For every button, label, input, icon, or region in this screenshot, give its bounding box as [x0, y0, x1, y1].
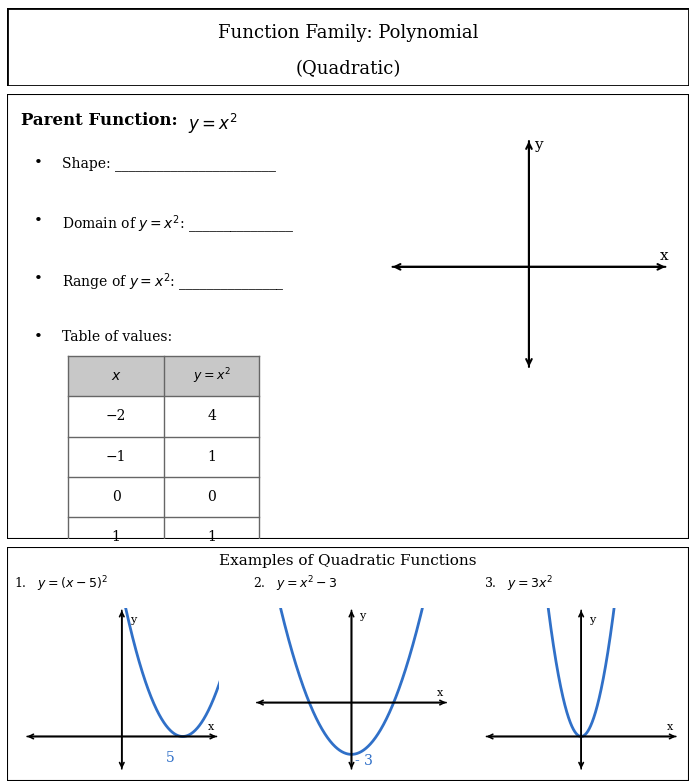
Text: •: •: [34, 214, 43, 228]
Text: - 3: - 3: [355, 754, 373, 768]
Text: y: y: [589, 615, 595, 625]
Text: •: •: [34, 156, 43, 170]
Text: $x$: $x$: [111, 369, 121, 383]
Text: 1: 1: [207, 530, 216, 544]
Text: −1: −1: [106, 450, 127, 464]
Text: Examples of Quadratic Functions: Examples of Quadratic Functions: [219, 554, 477, 568]
Text: 2: 2: [112, 569, 120, 583]
Text: Shape: _______________________: Shape: _______________________: [61, 156, 276, 171]
Text: 1: 1: [207, 450, 216, 464]
Text: x: x: [207, 722, 214, 732]
Text: 2.   $y = x^2 - 3$: 2. $y = x^2 - 3$: [253, 575, 338, 594]
Text: 5: 5: [166, 751, 175, 765]
Text: Function Family: Polynomial: Function Family: Polynomial: [218, 23, 478, 42]
Text: x: x: [437, 688, 443, 698]
Text: $y = x^2$: $y = x^2$: [188, 112, 237, 136]
Text: y: y: [359, 611, 365, 621]
Text: Parent Function:: Parent Function:: [21, 112, 183, 129]
Text: −2: −2: [106, 409, 126, 423]
Bar: [68, 356, 260, 397]
Text: y: y: [129, 615, 136, 625]
Text: Domain of $y = x^2$: _______________: Domain of $y = x^2$: _______________: [61, 214, 294, 237]
Text: 0: 0: [112, 490, 120, 504]
Text: $y = x^2$: $y = x^2$: [193, 366, 230, 386]
Text: x: x: [660, 249, 668, 263]
Text: •: •: [34, 272, 43, 286]
Text: 1.   $y = (x-5)^2$: 1. $y = (x-5)^2$: [14, 575, 108, 594]
Text: 1: 1: [111, 530, 120, 544]
Text: y: y: [535, 137, 543, 152]
Text: 4: 4: [207, 569, 216, 583]
Text: x: x: [667, 722, 673, 732]
Text: 3.   $y = 3x^2$: 3. $y = 3x^2$: [484, 575, 553, 594]
Text: Range of $y = x^2$: _______________: Range of $y = x^2$: _______________: [61, 272, 285, 294]
Text: 4: 4: [207, 409, 216, 423]
Text: (Quadratic): (Quadratic): [295, 59, 401, 78]
Text: •: •: [34, 330, 43, 344]
Text: Table of values:: Table of values:: [61, 330, 172, 344]
Text: 0: 0: [207, 490, 216, 504]
